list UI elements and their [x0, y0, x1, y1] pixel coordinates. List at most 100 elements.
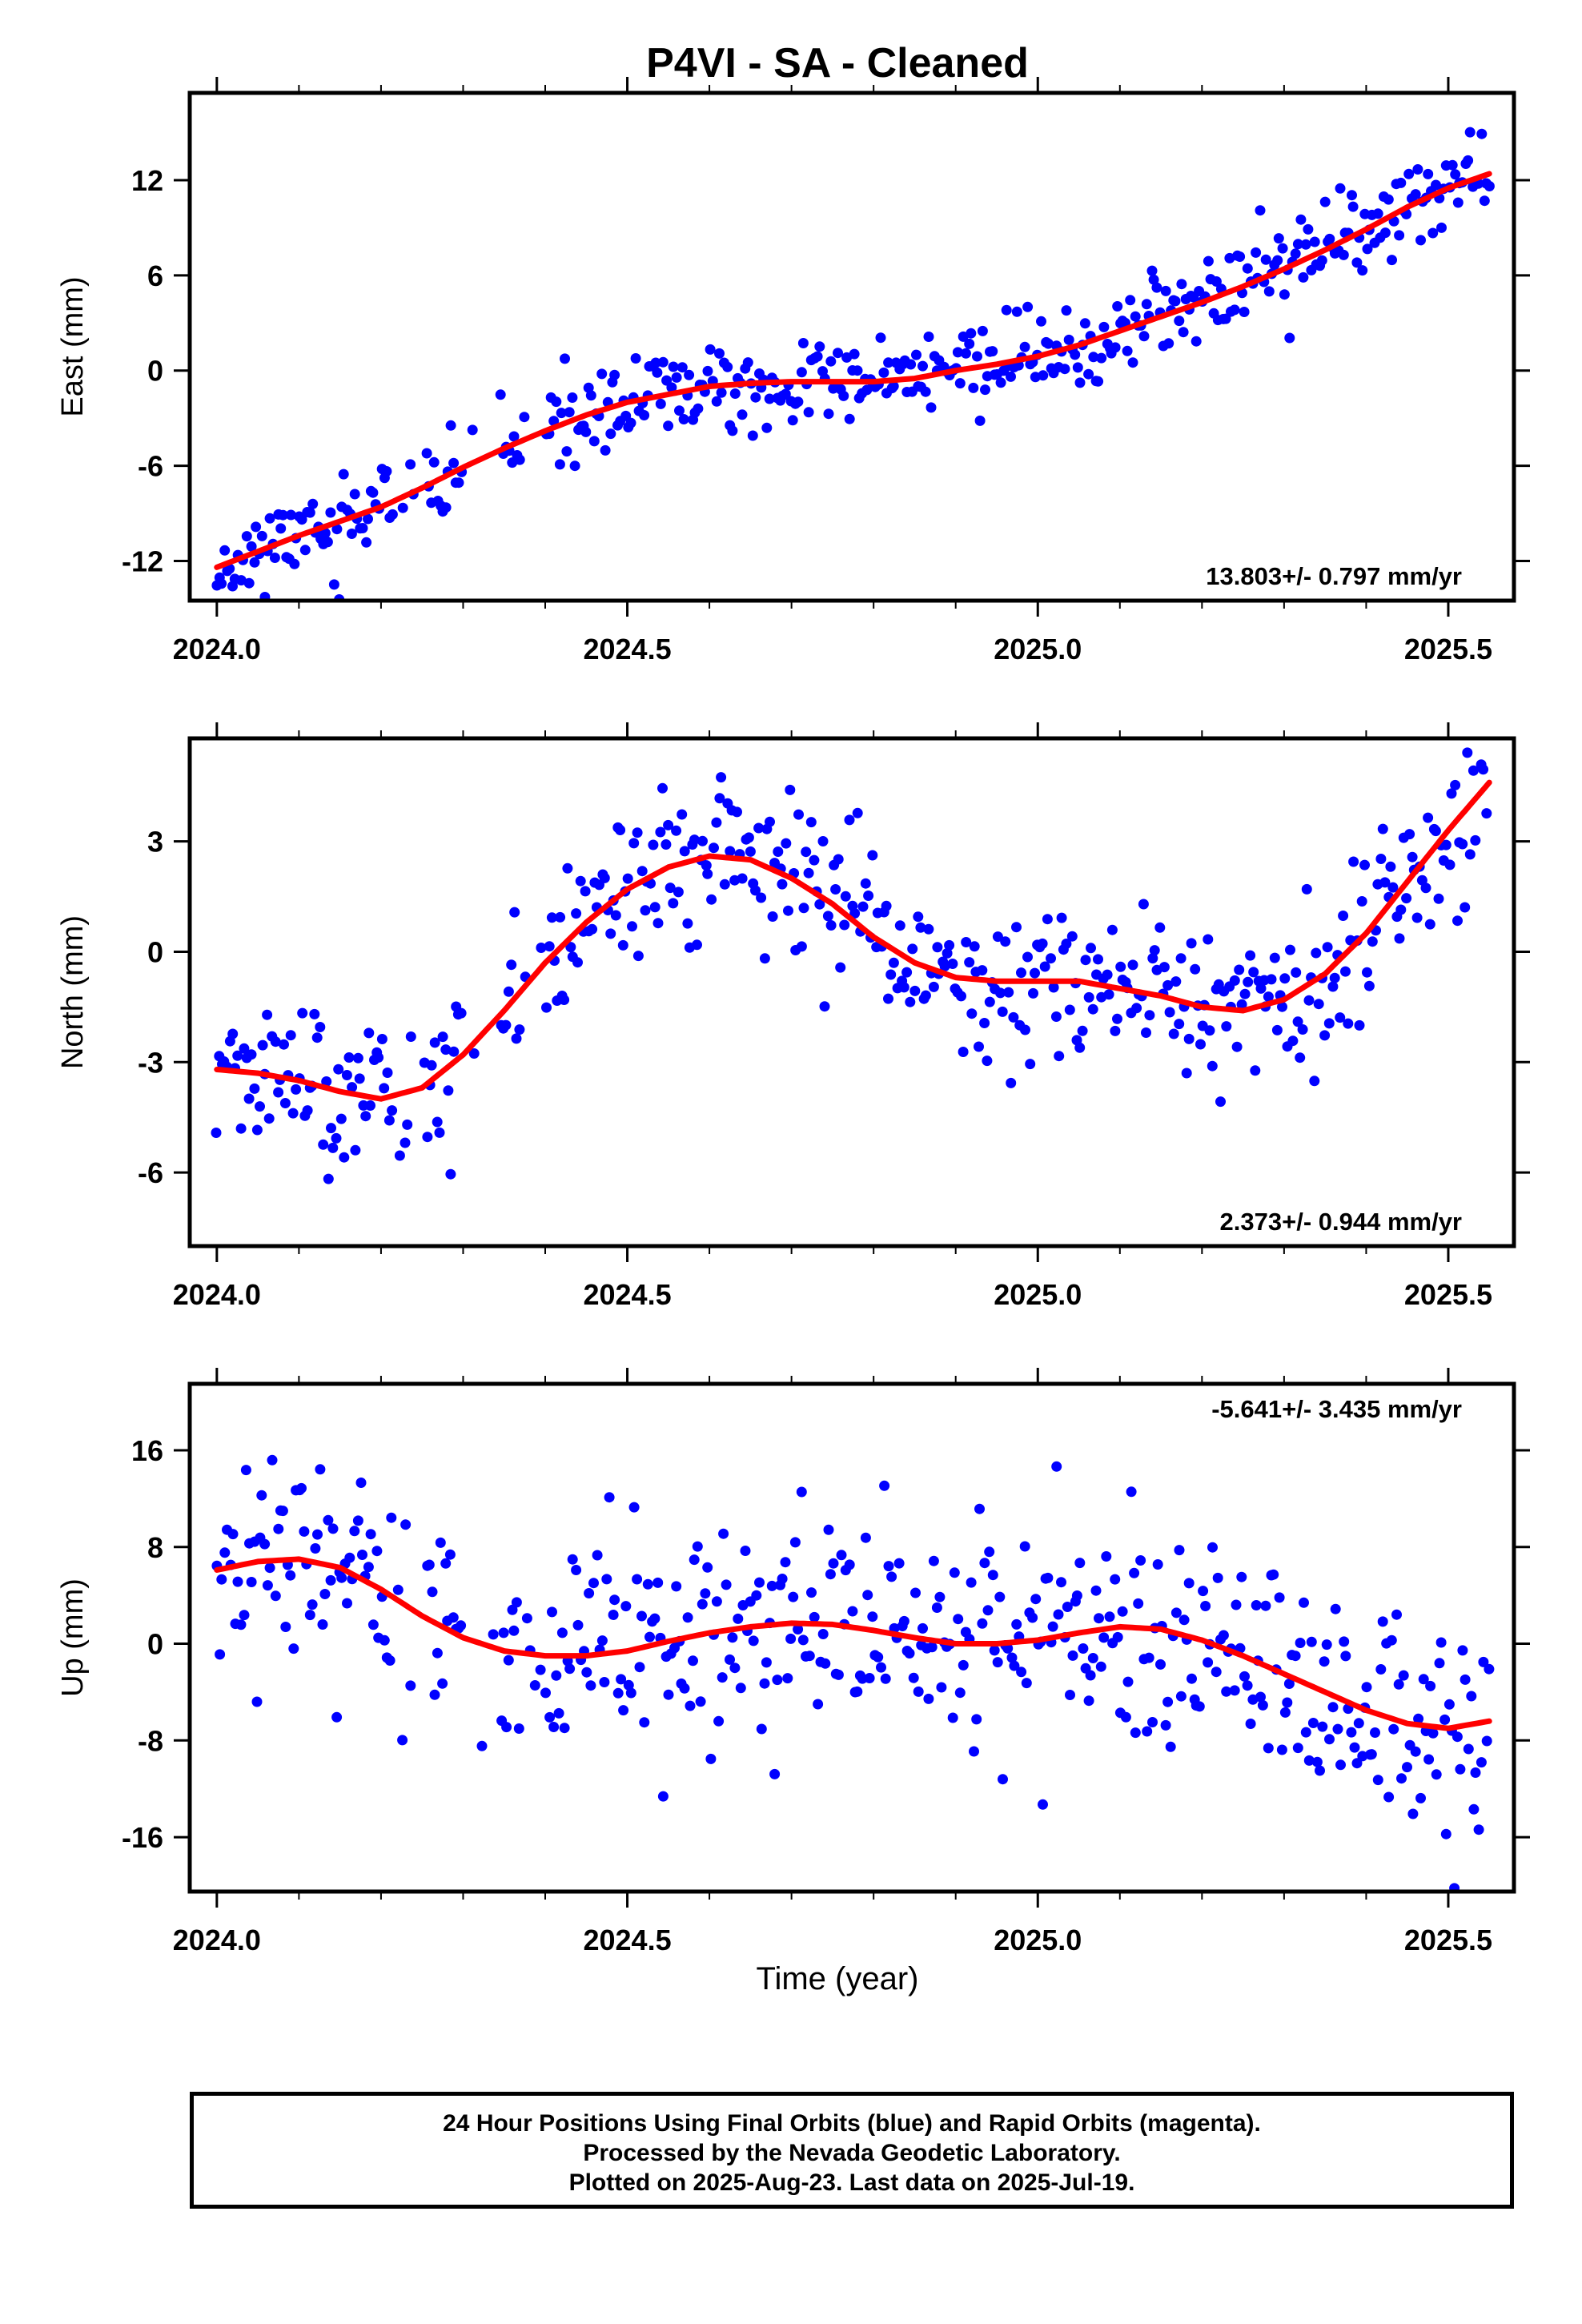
x-tick-label: 2025.0 — [994, 633, 1082, 665]
data-point — [677, 362, 688, 373]
data-point — [1263, 1743, 1274, 1754]
data-point — [1174, 1019, 1185, 1030]
y-tick-label: -8 — [138, 1724, 163, 1757]
data-point — [1207, 1542, 1218, 1553]
data-point — [649, 1613, 661, 1624]
data-point — [227, 1529, 239, 1540]
data-point — [1020, 1024, 1030, 1035]
data-point — [692, 1541, 703, 1552]
data-point — [498, 1627, 509, 1638]
data-point — [819, 1001, 830, 1012]
data-point — [797, 1634, 809, 1646]
data-point — [1200, 1601, 1211, 1611]
data-point — [995, 377, 1006, 388]
data-point — [1074, 1558, 1086, 1569]
data-point — [263, 1113, 275, 1124]
data-point — [977, 1618, 988, 1629]
data-point — [1470, 1767, 1481, 1778]
data-point — [1175, 1691, 1186, 1702]
data-point — [1061, 939, 1072, 949]
data-point — [1298, 271, 1309, 283]
data-point — [652, 918, 664, 929]
data-point — [1407, 1808, 1419, 1819]
data-point — [1221, 1021, 1232, 1032]
data-point — [911, 349, 921, 360]
data-point — [240, 1465, 251, 1476]
data-point — [1003, 987, 1014, 998]
data-point — [956, 991, 966, 1002]
data-point — [796, 367, 807, 378]
data-point — [649, 902, 661, 913]
data-point — [636, 866, 648, 877]
data-point — [322, 537, 333, 548]
data-point — [1234, 964, 1245, 975]
data-point — [1211, 1667, 1222, 1678]
data-point — [628, 1502, 640, 1513]
data-point — [599, 1677, 610, 1687]
data-point — [926, 1642, 938, 1653]
data-point — [928, 981, 939, 992]
data-point — [804, 1651, 815, 1662]
data-point — [828, 1558, 839, 1569]
data-point — [279, 1098, 291, 1108]
data-point — [1122, 1676, 1134, 1687]
data-point — [1464, 127, 1476, 138]
data-point — [873, 1651, 884, 1663]
data-point — [797, 338, 809, 348]
data-point — [1083, 1695, 1094, 1707]
data-point — [291, 1084, 302, 1095]
data-point — [1315, 1765, 1325, 1776]
data-point — [1112, 1013, 1122, 1024]
data-point — [331, 1711, 343, 1723]
data-point — [339, 1152, 350, 1163]
data-point — [833, 854, 844, 865]
data-point — [1272, 255, 1283, 266]
data-point — [1473, 1824, 1484, 1835]
data-point — [684, 369, 695, 380]
data-point — [1022, 951, 1033, 963]
data-point — [920, 386, 931, 397]
data-point — [727, 425, 738, 436]
data-point — [1323, 1018, 1335, 1029]
x-tick-label: 2025.0 — [994, 1278, 1082, 1311]
data-point — [1006, 1077, 1017, 1088]
data-point — [705, 1753, 717, 1764]
data-point — [352, 1052, 363, 1063]
data-point — [1295, 1638, 1306, 1648]
data-point — [288, 1643, 299, 1655]
data-point — [1317, 1721, 1328, 1732]
data-point — [706, 894, 717, 905]
data-point — [310, 1543, 321, 1554]
data-point — [632, 827, 643, 838]
data-point — [652, 1577, 664, 1588]
data-point — [365, 1529, 376, 1540]
data-point — [235, 575, 247, 586]
data-point — [1095, 1661, 1106, 1672]
data-point — [860, 1532, 871, 1543]
data-point — [1138, 899, 1149, 910]
data-point — [1479, 195, 1490, 207]
data-point — [1430, 826, 1441, 837]
data-point — [1102, 969, 1113, 980]
data-point — [448, 457, 460, 468]
data-point — [740, 1546, 751, 1556]
panels: 2024.0 2024.5 2025.0 2025.5 -12 -6 0 6 12 East (m… — [56, 77, 1530, 1956]
data-point — [883, 993, 893, 1004]
data-point — [1311, 947, 1322, 959]
data-point — [327, 1142, 339, 1153]
data-point — [1231, 1041, 1243, 1052]
data-point — [737, 409, 748, 420]
data-point — [1242, 263, 1253, 274]
data-point — [809, 1611, 820, 1622]
data-point — [1080, 955, 1091, 966]
data-point — [1307, 1718, 1319, 1728]
data-point — [716, 387, 727, 398]
data-point — [1273, 233, 1284, 244]
data-point — [1415, 1792, 1426, 1803]
data-point — [796, 941, 807, 952]
data-point — [1301, 883, 1312, 895]
data-point — [565, 942, 576, 953]
data-point — [508, 1625, 520, 1636]
rate-label: -5.641+/- 3.435 mm/yr — [1211, 1395, 1462, 1423]
